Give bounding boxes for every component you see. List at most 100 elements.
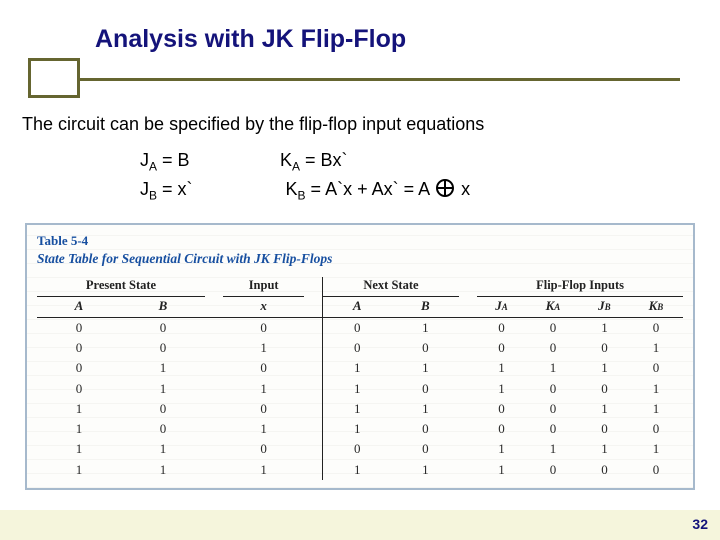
table-cell: 0 (629, 419, 683, 439)
table-cell: 0 (526, 419, 580, 439)
table-row: 01 0 11 1110 (37, 358, 683, 378)
table-cell: 0 (629, 358, 683, 378)
table-cell: 1 (392, 460, 459, 480)
table-cell: 0 (37, 379, 121, 399)
table-cell: 0 (580, 419, 629, 439)
table-cell: 0 (477, 419, 526, 439)
table-cell: 1 (223, 419, 304, 439)
table-cell: 0 (121, 338, 205, 358)
table-cell: 0 (392, 419, 459, 439)
sub-present-a: A (37, 296, 121, 317)
table-cell: 0 (526, 399, 580, 419)
table-cell: 1 (37, 419, 121, 439)
table-cell: 1 (121, 460, 205, 480)
eq-kb-rhs-post: x (456, 179, 470, 199)
title-accent-line (80, 78, 680, 81)
eq-ka-k: K (280, 150, 292, 170)
grp-ff: Flip-Flop Inputs (477, 277, 683, 297)
table-cell: 1 (629, 379, 683, 399)
sub-present-b: B (121, 296, 205, 317)
table-cell: 1 (322, 358, 391, 378)
table-cell: 0 (580, 338, 629, 358)
title-accent-square (28, 58, 80, 98)
grp-present: Present State (37, 277, 205, 297)
table-cell: 0 (322, 439, 391, 459)
xor-icon (436, 179, 454, 197)
table-cell: 1 (223, 338, 304, 358)
table-cell: 0 (223, 399, 304, 419)
sub-ff-ja: JA (477, 296, 526, 317)
page-number: 32 (692, 516, 708, 532)
table-cell: 0 (477, 317, 526, 338)
sub-ff-ka: KA (526, 296, 580, 317)
table-cell: 1 (121, 358, 205, 378)
table-cell: 0 (121, 317, 205, 338)
table-cell: 1 (121, 379, 205, 399)
table-cell: 0 (580, 379, 629, 399)
table-cell: 1 (526, 358, 580, 378)
equations-block: JA = B KA = Bx` JB = x` KB = A`x + Ax` =… (0, 147, 720, 205)
sub-next-a: A (322, 296, 391, 317)
eq-jb-rhs: = x` (157, 179, 193, 199)
eq-kb-sub: B (298, 189, 306, 203)
table-cell: 0 (580, 460, 629, 480)
table-row: 10 1 10 0000 (37, 419, 683, 439)
table-cell: 1 (477, 460, 526, 480)
table-cell: 0 (629, 460, 683, 480)
eq-jb-sub: B (149, 189, 157, 203)
table-cell: 0 (37, 338, 121, 358)
equation-row-2: JB = x` KB = A`x + Ax` = A x (140, 176, 720, 205)
table-cell: 1 (322, 419, 391, 439)
eq-jb-j: J (140, 179, 149, 199)
table-row: 11 0 00 1111 (37, 439, 683, 459)
table-cell: 1 (580, 439, 629, 459)
sub-input-x: x (223, 296, 304, 317)
equation-row-1: JA = B KA = Bx` (140, 147, 720, 176)
table-cell: 0 (526, 338, 580, 358)
grp-next: Next State (322, 277, 459, 297)
table-cell: 1 (392, 317, 459, 338)
table-cell: 0 (526, 379, 580, 399)
table-row: 00 0 01 0010 (37, 317, 683, 338)
table-cell: 1 (629, 338, 683, 358)
table-cell: 0 (392, 379, 459, 399)
table-cell: 1 (37, 460, 121, 480)
table-cell: 1 (121, 439, 205, 459)
table-cell: 1 (322, 460, 391, 480)
table-cell: 1 (580, 399, 629, 419)
table-cell: 1 (580, 358, 629, 378)
eq-kb-rhs-pre: = A`x + Ax` = A (306, 179, 435, 199)
eq-ja-j: J (140, 150, 149, 170)
table-cell: 0 (223, 439, 304, 459)
table-cell: 1 (322, 399, 391, 419)
table-cell: 1 (526, 439, 580, 459)
table-cell: 1 (629, 399, 683, 419)
table-body: 00 0 01 001000 1 00 000101 0 11 111001 1… (37, 317, 683, 480)
eq-ka-sub: A (292, 160, 300, 174)
eq-ja-rhs: = B (157, 150, 190, 170)
table-cell: 1 (392, 358, 459, 378)
table-subtitle: State Table for Sequential Circuit with … (37, 251, 683, 267)
table-cell: 0 (223, 358, 304, 378)
table-cell: 0 (477, 338, 526, 358)
table-group-header-row: Present State Input Next State Flip-Flop… (37, 277, 683, 297)
state-table-figure: Table 5-4 State Table for Sequential Cir… (25, 223, 695, 490)
table-cell: 1 (37, 439, 121, 459)
eq-ja-sub: A (149, 160, 157, 174)
slide-title-area: Analysis with JK Flip-Flop (0, 0, 720, 62)
table-cell: 0 (223, 317, 304, 338)
table-cell: 0 (526, 317, 580, 338)
table-cell: 0 (322, 317, 391, 338)
eq-ka-rhs: = Bx` (300, 150, 348, 170)
table-cell: 1 (629, 439, 683, 459)
sub-ff-kb: KB (629, 296, 683, 317)
table-cell: 0 (121, 419, 205, 439)
table-cell: 1 (580, 317, 629, 338)
table-cell: 1 (223, 460, 304, 480)
table-cell: 1 (392, 399, 459, 419)
table-cell: 0 (37, 358, 121, 378)
table-cell: 1 (477, 379, 526, 399)
table-cell: 1 (223, 379, 304, 399)
table-cell: 1 (477, 439, 526, 459)
footer-strip (0, 510, 720, 540)
